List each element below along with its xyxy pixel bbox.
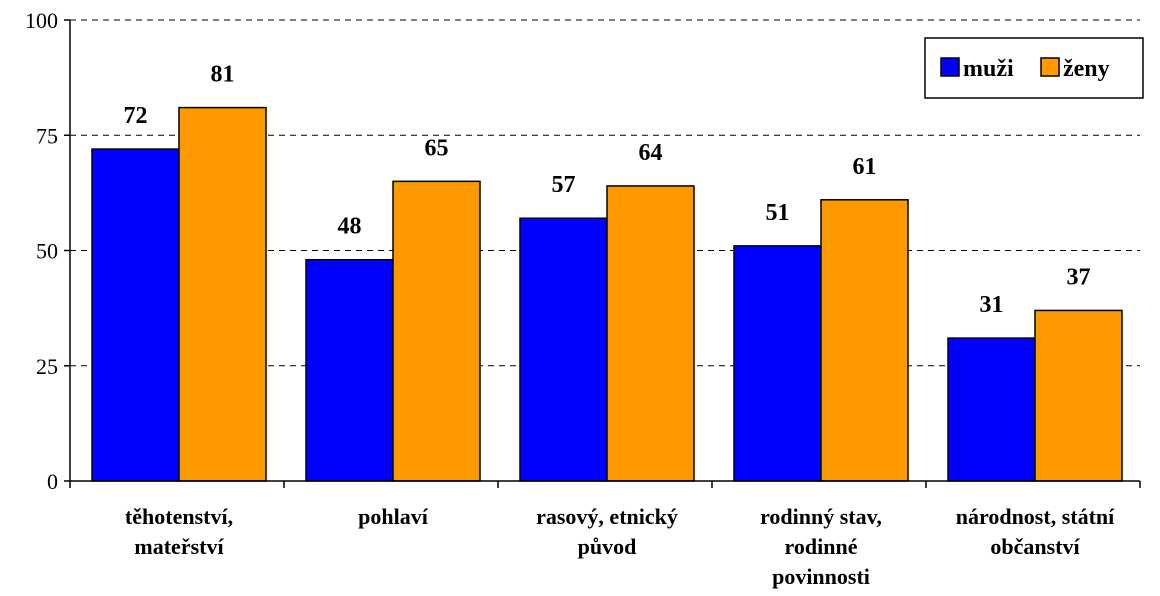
category-label-line: rodinný stav, — [760, 504, 882, 529]
y-tick-label-0: 0 — [47, 469, 58, 494]
legend-swatch-muži — [940, 57, 960, 77]
bars — [91, 106, 1123, 482]
category-label-3: rodinný stav, rodinné povinnosti — [760, 504, 882, 589]
data-label-ženy-1: 65 — [425, 135, 449, 161]
bar-muži-3 — [733, 245, 822, 482]
y-tick-label-100: 100 — [25, 8, 58, 33]
y-tick-label-75: 75 — [36, 123, 58, 148]
category-labels: těhotenství, mateřství pohlaví rasový, etni… — [125, 504, 1115, 589]
data-label-muži-3: 51 — [766, 200, 790, 226]
data-label-ženy-0: 81 — [211, 62, 235, 88]
y-tick-label-50: 50 — [36, 239, 58, 264]
legend: muži ženy — [924, 37, 1144, 99]
bar-ženy-3 — [820, 199, 909, 482]
category-label-line: národnost, státní — [956, 504, 1115, 529]
y-tick-labels: 0 25 50 75 100 — [25, 8, 58, 494]
category-label-line: původ — [578, 534, 637, 559]
data-label-muži-0: 72 — [124, 103, 148, 129]
category-label-4: národnost, státní občanství — [956, 504, 1115, 559]
category-label-line: těhotenství, — [125, 504, 233, 529]
legend-box — [924, 37, 1144, 99]
category-label-line: rasový, etnický — [536, 504, 678, 529]
category-label-0: těhotenství, mateřství — [125, 504, 233, 559]
legend-label-muži: muži — [963, 56, 1014, 82]
category-label-line: rodinné — [785, 534, 858, 559]
bar-ženy-0 — [178, 106, 267, 482]
category-label-line: občanství — [990, 534, 1080, 559]
bar-ženy-2 — [606, 185, 695, 482]
legend-swatch-ženy — [1040, 57, 1060, 77]
data-label-muži-2: 57 — [552, 172, 576, 198]
data-label-muži-4: 31 — [980, 292, 1004, 318]
data-label-muži-1: 48 — [338, 214, 362, 240]
category-label-line: pohlaví — [358, 504, 429, 529]
bar-ženy-4 — [1034, 309, 1123, 482]
legend-label-ženy: ženy — [1063, 56, 1110, 82]
data-label-ženy-4: 37 — [1067, 264, 1091, 290]
bar-muži-0 — [91, 148, 180, 482]
data-label-ženy-3: 61 — [853, 154, 877, 180]
data-label-ženy-2: 64 — [639, 140, 663, 166]
axes — [64, 19, 1141, 488]
category-label-2: rasový, etnický původ — [536, 504, 678, 559]
bar-muži-1 — [305, 258, 394, 482]
bar-ženy-1 — [392, 180, 481, 482]
data-labels: 72 48 57 51 31 81 65 64 61 37 — [124, 62, 1091, 319]
y-tick-label-25: 25 — [36, 354, 58, 379]
category-label-line: mateřství — [134, 534, 224, 559]
bar-muži-2 — [519, 217, 608, 482]
category-label-1: pohlaví — [358, 504, 429, 529]
bar-muži-4 — [947, 337, 1036, 482]
category-label-line: povinnosti — [772, 564, 870, 589]
